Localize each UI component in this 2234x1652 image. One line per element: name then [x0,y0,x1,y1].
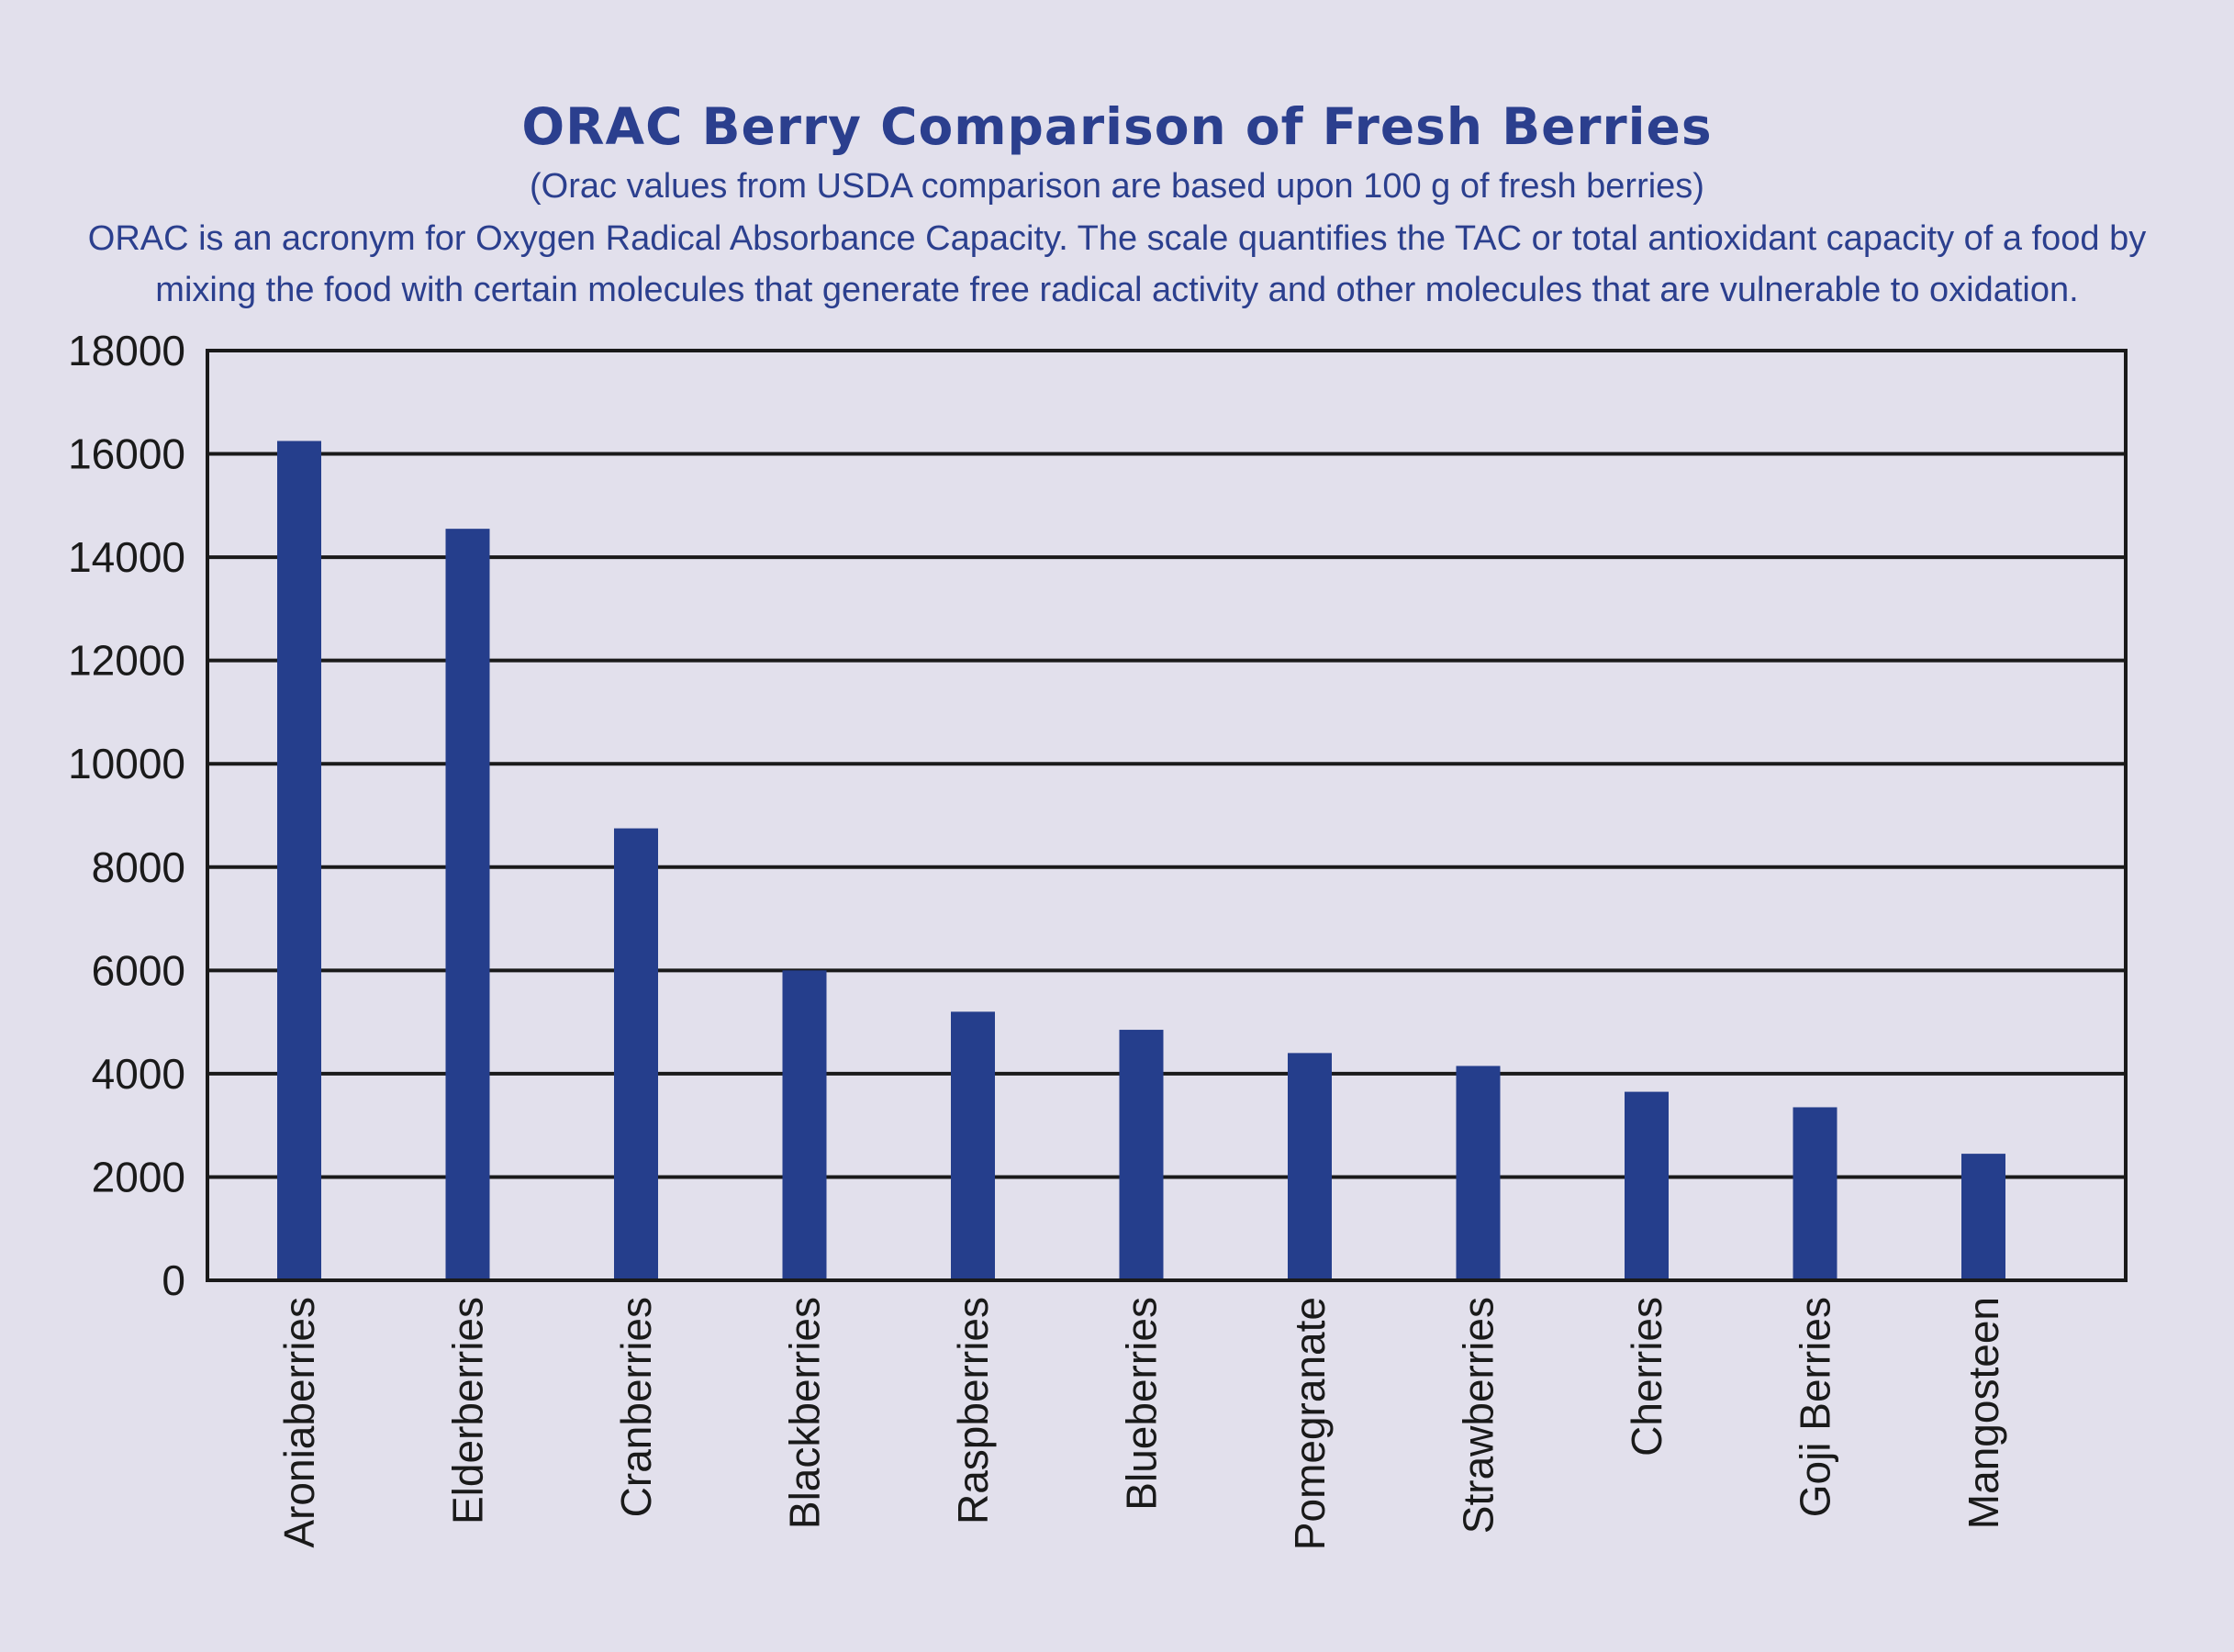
bar-raspberries [951,1011,995,1280]
x-category-label: Elderberries [444,1297,492,1524]
bar-elderberries [445,529,490,1280]
x-axis-labels: Aroniaberries Elderberries Cranberries Blac… [275,1297,2007,1550]
bars [277,441,2005,1281]
chart-description-line-2: mixing the food with certain molecules t… [155,271,2079,309]
chart-header: ORAC Berry Comparison of Fresh Berries (… [0,92,2234,316]
bar-goji-berries [1793,1107,1837,1280]
bar-blackberries [782,970,827,1280]
gridlines [207,349,2126,1282]
x-category-label: Cranberries [612,1297,660,1517]
chart-description-line-1: ORAC is an acronym for Oxygen Radical Ab… [87,219,2147,258]
bar-aroniaberries [277,441,321,1281]
bar-cranberries [614,828,658,1280]
x-category-label: Aroniaberries [275,1297,323,1548]
y-tick-label: 10000 [68,740,185,787]
x-category-label: Raspberries [949,1297,997,1524]
y-tick-label: 4000 [92,1050,185,1098]
bar-strawberries [1456,1066,1501,1280]
x-category-label: Strawberries [1455,1297,1502,1534]
x-category-label: Blackberries [781,1297,829,1529]
bar-blueberries [1119,1030,1164,1280]
y-tick-label: 6000 [92,946,185,994]
x-category-label: Pomegranate [1286,1297,1334,1550]
bar-cherries [1625,1091,1669,1280]
bar-mangosteen [1961,1154,2005,1280]
y-tick-label: 0 [162,1256,185,1304]
chart-subtitle: (Orac values from USDA comparison are ba… [530,167,1704,206]
x-category-label: Goji Berries [1792,1297,1839,1517]
x-category-label: Mangosteen [1960,1297,2007,1529]
y-tick-label: 16000 [68,430,185,478]
y-tick-label: 14000 [68,533,185,581]
chart-description: ORAC is an acronym for Oxygen Radical Ab… [61,213,2173,316]
y-tick-label: 18000 [68,327,185,374]
y-axis-ticks: 0 2000 4000 6000 8000 10000 12000 14000 16000 180… [68,327,185,1304]
y-tick-label: 8000 [92,843,185,891]
y-tick-label: 12000 [68,637,185,685]
x-category-label: Cherries [1623,1297,1670,1457]
x-category-label: Blueberries [1118,1297,1166,1511]
y-tick-label: 2000 [92,1153,185,1200]
chart-title: ORAC Berry Comparison of Fresh Berries [521,97,1713,156]
plot-frame [206,349,2128,1282]
bar-pomegranate [1288,1053,1332,1280]
